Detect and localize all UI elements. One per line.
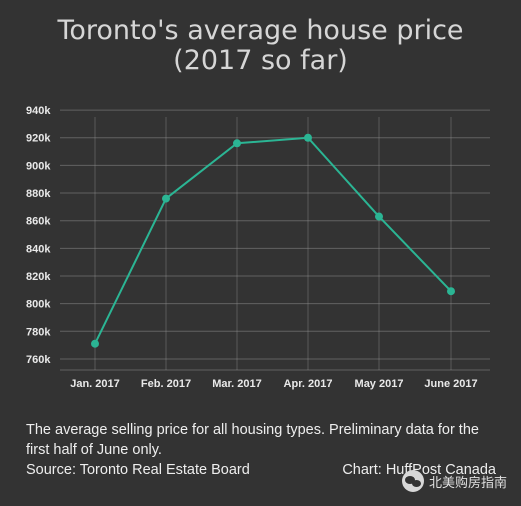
data-point bbox=[91, 339, 99, 348]
chart-description: The average selling price for all housin… bbox=[26, 422, 479, 458]
y-tick-label: 860k bbox=[26, 216, 51, 228]
data-point bbox=[162, 194, 170, 203]
x-tick-label: Mar. 2017 bbox=[212, 378, 262, 390]
data-point bbox=[447, 287, 455, 296]
chart-credit: Chart: HuffPost Canada bbox=[342, 462, 496, 478]
line-chart: 760k 780k 800k 820k 840k 860k 880k 900k 920k 940k… bbox=[26, 105, 490, 390]
x-tick-label: Jan. 2017 bbox=[70, 378, 120, 390]
x-tick-label: May 2017 bbox=[355, 378, 404, 390]
source-note: Source: Toronto Real Estate Board bbox=[26, 462, 250, 478]
watermark: 北美购房指南 bbox=[401, 470, 507, 492]
data-point bbox=[375, 212, 383, 221]
series-line-path bbox=[94, 136, 452, 345]
y-tick-label: 940k bbox=[26, 105, 51, 117]
y-tick-label: 780k bbox=[26, 326, 51, 338]
y-axis-ticks: 760k 780k 800k 820k 840k 860k 880k 900k 920k 940k bbox=[26, 105, 51, 366]
wechat-icon bbox=[401, 470, 424, 492]
gridlines bbox=[60, 109, 490, 371]
y-tick-label: 880k bbox=[26, 188, 51, 200]
y-tick-label: 800k bbox=[26, 299, 51, 311]
y-tick-label: 920k bbox=[26, 133, 51, 145]
y-tick-label: 840k bbox=[26, 243, 51, 255]
watermark-text: 北美购房指南 bbox=[428, 474, 507, 490]
x-tick-label: Apr. 2017 bbox=[284, 378, 333, 390]
data-point bbox=[233, 139, 241, 148]
x-axis-ticks: Jan. 2017 Feb. 2017 Mar. 2017 Apr. 2017 May … bbox=[70, 378, 477, 390]
chart-footer: The average selling price for all housin… bbox=[26, 420, 496, 480]
x-tick-label: June 2017 bbox=[424, 378, 477, 390]
y-tick-label: 900k bbox=[26, 160, 51, 172]
y-tick-label: 820k bbox=[26, 271, 51, 283]
chart-title: Toronto's average house price (2017 so f… bbox=[0, 16, 521, 76]
title-line-1: Toronto's average house price bbox=[57, 15, 464, 46]
data-point bbox=[304, 133, 312, 142]
series-line bbox=[91, 133, 455, 348]
title-line-2: (2017 so far) bbox=[173, 45, 348, 76]
y-tick-label: 760k bbox=[26, 354, 51, 366]
x-tick-label: Feb. 2017 bbox=[141, 378, 191, 390]
